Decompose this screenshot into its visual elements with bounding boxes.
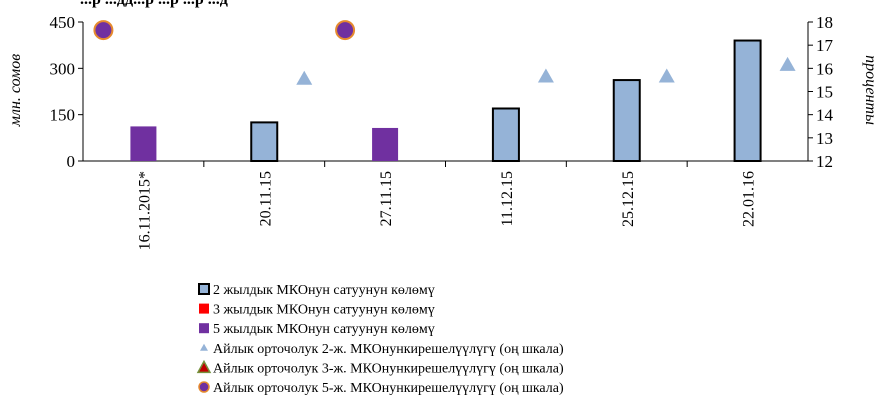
bar	[491, 107, 520, 163]
markers	[93, 20, 796, 85]
bar	[612, 79, 641, 162]
y2-axis-label: проценты	[862, 55, 879, 125]
legend-label: Айлык орточолук 2-ж. МКОнункирешелүүлүгү…	[213, 342, 564, 357]
right-tick-label: 15	[816, 83, 833, 102]
legend-swatch	[199, 323, 209, 334]
right-axis-ticks: 12 13 14 15 16 17 18	[808, 13, 834, 171]
legend: 2 жылдык МКОнун сатуунун көлөмү 3 жылдык …	[196, 283, 564, 396]
chart-axes	[82, 22, 809, 162]
legend-swatch	[198, 283, 210, 295]
x-tick-label: 16.11.2015*	[136, 171, 153, 250]
chart-title: ...р ...дд...р ...р ...р ...д	[80, 0, 228, 8]
legend-label: Айлык орточолук 3-ж. МКОнункирешелүүлүгү…	[213, 361, 564, 376]
marker-point	[296, 70, 313, 85]
legend-label: 3 жылдык МКОнун сатуунун көлөмү	[213, 303, 435, 318]
legend-swatch	[199, 303, 209, 314]
left-tick-label: 150	[50, 106, 76, 125]
x-tick-label: 25.12.15	[620, 171, 637, 227]
marker-point	[658, 68, 675, 83]
x-tick-label: 20.11.15	[257, 171, 274, 226]
marker-point	[537, 68, 554, 83]
legend-swatch	[198, 381, 210, 393]
right-tick-label: 12	[816, 152, 833, 171]
legend-swatch	[196, 359, 212, 374]
bars	[130, 39, 762, 163]
bar	[733, 39, 762, 162]
right-tick-label: 17	[816, 36, 834, 55]
right-tick-label: 18	[816, 13, 833, 32]
left-tick-label: 300	[50, 59, 76, 78]
marker-point	[335, 20, 356, 41]
legend-label: Айлык орточолук 5-ж. МКОнункирешелүүлүгү…	[213, 381, 564, 396]
right-tick-label: 14	[816, 106, 834, 125]
x-tick-label: 22.01.16	[741, 171, 758, 227]
marker-point	[93, 20, 114, 41]
right-tick-label: 13	[816, 129, 833, 148]
marker-point	[779, 56, 796, 71]
y-axis-label: млн. сомов	[7, 54, 24, 127]
bar	[372, 127, 399, 161]
x-axis-ticks: 16.11.2015* 20.11.15 27.11.15 11.12.15 25.12…	[136, 161, 758, 250]
legend-swatch	[200, 343, 208, 351]
right-tick-label: 16	[816, 59, 833, 78]
left-axis-ticks: 0 150 300 450	[50, 13, 83, 171]
x-tick-label: 27.11.15	[378, 171, 395, 226]
left-tick-label: 0	[67, 152, 76, 171]
legend-label: 5 жылдык МКОнун сатуунун көлөмү	[213, 322, 435, 337]
left-tick-label: 450	[50, 13, 76, 32]
bar	[250, 121, 279, 162]
bar	[130, 126, 157, 161]
legend-label: 2 жылдык МКОнун сатуунун көлөмү	[213, 283, 435, 298]
x-tick-label: 11.12.15	[499, 171, 516, 226]
